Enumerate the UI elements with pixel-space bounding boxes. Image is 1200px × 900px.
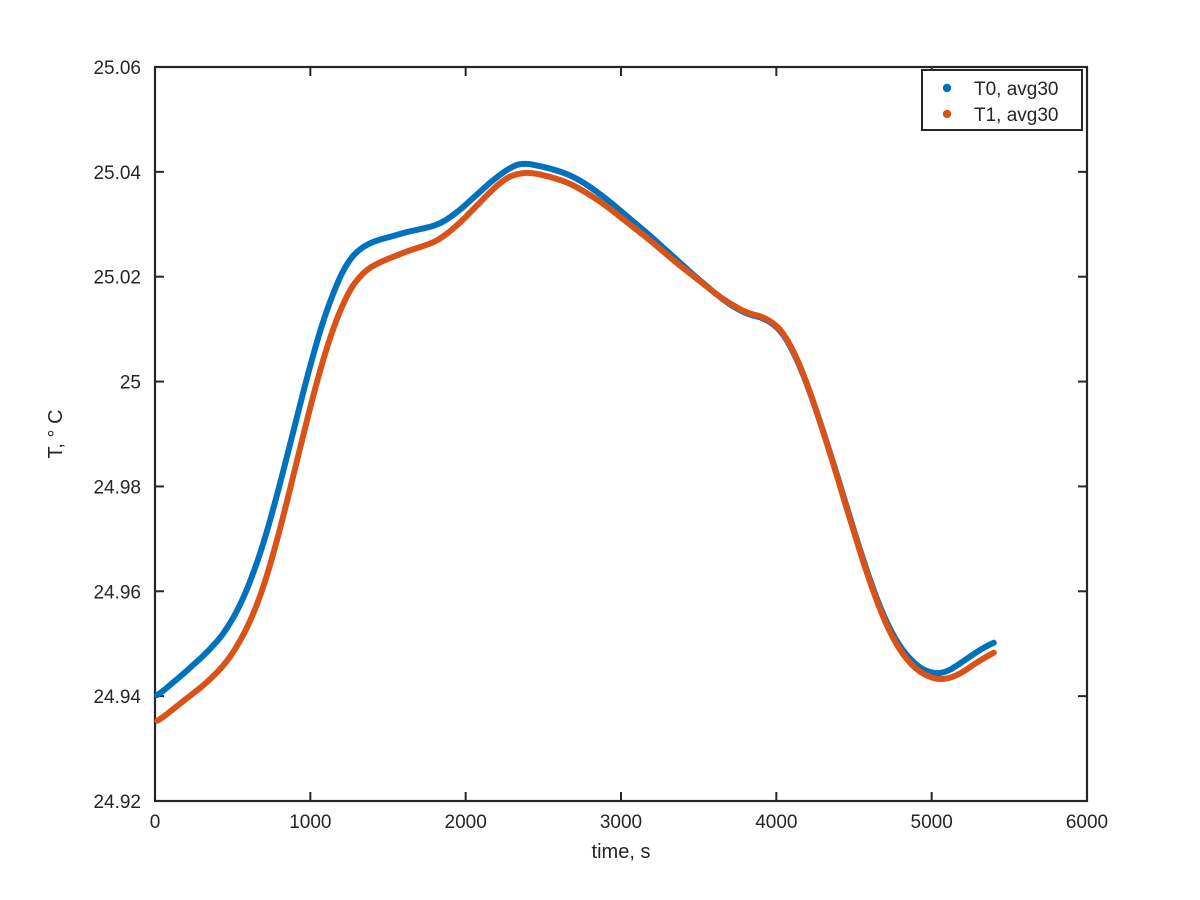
legend-label-0: T0, avg30: [974, 79, 1059, 100]
y-tick-label: 24.96: [93, 582, 141, 603]
x-axis-title: time, s: [592, 841, 651, 863]
x-tick-label: 0: [150, 812, 161, 833]
y-tick-label: 24.94: [93, 687, 141, 708]
y-tick-label: 25.02: [93, 268, 141, 289]
series-1: [154, 169, 997, 724]
x-tick-label: 4000: [755, 812, 797, 833]
x-tick-label: 1000: [289, 812, 331, 833]
x-axis-tick-labels: 0 1000 2000 3000 4000 5000 6000: [150, 812, 1108, 833]
x-tick-label: 5000: [911, 812, 953, 833]
legend-label-1: T1, avg30: [974, 105, 1059, 126]
x-tick-label: 3000: [600, 812, 642, 833]
legend-marker-1: [942, 109, 952, 119]
y-axis-title: T, ° C: [45, 409, 67, 458]
y-tick-label: 25.04: [93, 163, 141, 184]
x-tick-label: 6000: [1066, 812, 1108, 833]
x-tick-label: 2000: [445, 812, 487, 833]
data-series-layer: [154, 160, 997, 724]
y-tick-label: 24.92: [93, 792, 141, 813]
legend[interactable]: T0, avg30 T1, avg30: [921, 69, 1083, 131]
y-axis-tick-labels: 24.92 24.94 24.96 24.98 25 25.02 25.04 25.06: [93, 58, 141, 813]
y-tick-label: 25: [120, 373, 141, 394]
legend-marker-0: [942, 83, 952, 93]
y-tick-label: 24.98: [93, 477, 141, 498]
y-tick-label: 25.06: [93, 58, 141, 79]
